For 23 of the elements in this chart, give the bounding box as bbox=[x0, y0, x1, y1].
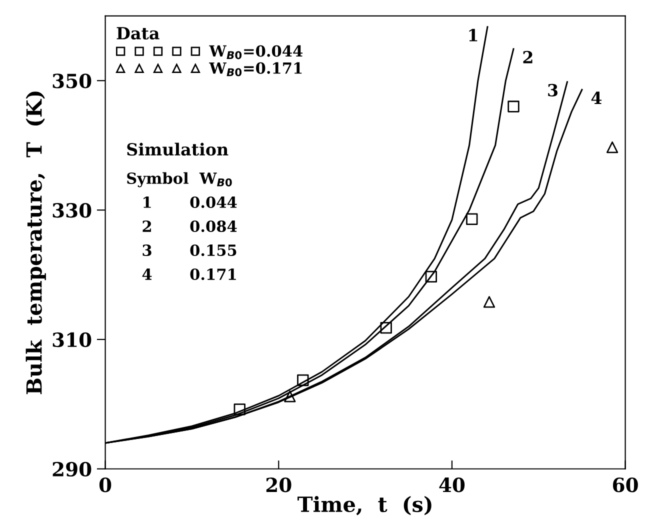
annotation: 4 0.171 bbox=[142, 268, 236, 280]
x-tick-label: 40 bbox=[439, 478, 465, 492]
annotation: 3 0.155 bbox=[142, 244, 236, 256]
y-tick-label: 330 bbox=[52, 203, 92, 218]
y-tick-label: 350 bbox=[52, 74, 92, 88]
legend-label: W$_{B0}$=0.044 bbox=[209, 45, 303, 60]
annotation: Symbol W$_{B0}$ bbox=[127, 172, 232, 188]
x-tick-label: 20 bbox=[266, 478, 292, 492]
series-label: 1 bbox=[469, 28, 478, 42]
series-label: 3 bbox=[548, 84, 558, 96]
x-axis-title: Time, t (s) bbox=[298, 496, 432, 516]
y-tick-label: 310 bbox=[52, 332, 92, 348]
x-tick-label: 0 bbox=[99, 478, 112, 492]
y-tick-label: 290 bbox=[52, 462, 92, 477]
series-label: 4 bbox=[591, 92, 602, 104]
x-tick-label: 60 bbox=[612, 478, 638, 492]
series-label: 2 bbox=[523, 50, 532, 64]
legend-title: Data bbox=[116, 27, 160, 40]
legend-label: W$_{B0}$=0.171 bbox=[209, 62, 302, 76]
annotation: 2 0.084 bbox=[142, 220, 237, 232]
annotation: Simulation bbox=[127, 142, 228, 156]
y-axis-title: Bulk temperature, T (K) bbox=[26, 92, 46, 394]
annotation: 1 0.044 bbox=[144, 196, 237, 208]
